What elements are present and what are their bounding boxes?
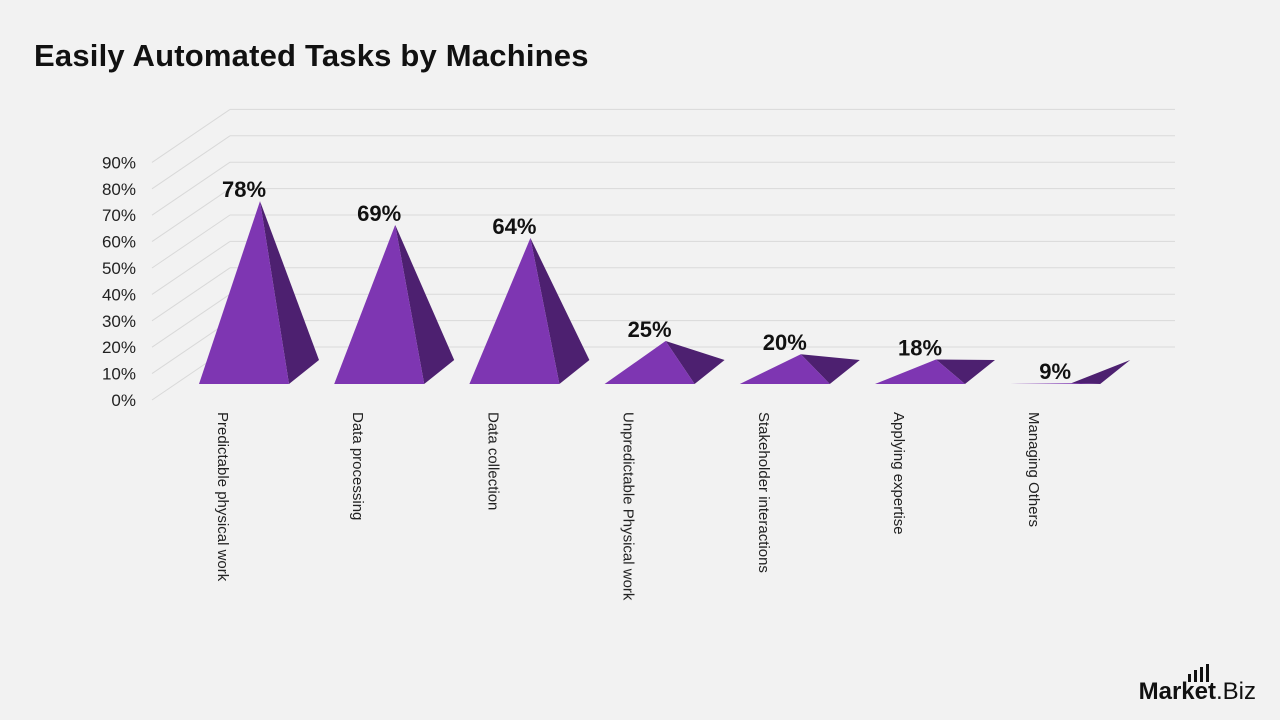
gridline-diagonal	[151, 161, 231, 216]
pyramid-side-face	[260, 201, 319, 384]
category-label: Predictable physical work	[214, 412, 231, 582]
data-label: 69%	[357, 201, 401, 226]
gridline-diagonal	[151, 240, 231, 295]
data-label: 78%	[222, 177, 266, 202]
y-tick-label: 10%	[102, 365, 136, 384]
pyramid-bar	[469, 238, 590, 384]
data-label: 20%	[763, 330, 807, 355]
gridline-diagonal	[151, 188, 231, 243]
data-label: 64%	[492, 214, 536, 239]
pyramid-front-face	[604, 341, 695, 384]
pyramid-side-face	[800, 354, 860, 384]
data-label: 9%	[1039, 359, 1071, 384]
marketbiz-logo: Market .Biz	[1138, 664, 1256, 706]
pyramid-side-face	[530, 238, 590, 384]
y-tick-label: 40%	[102, 285, 136, 304]
pyramid-bar	[1010, 360, 1131, 384]
y-tick-label: 30%	[102, 312, 136, 331]
pyramid-front-face	[739, 354, 830, 384]
category-label: Applying expertise	[890, 412, 907, 535]
data-label: 25%	[628, 317, 672, 342]
category-label: Stakeholder interactions	[755, 412, 772, 573]
gridline-diagonal	[151, 108, 231, 163]
pyramid-front-face	[469, 238, 560, 384]
category-label: Data collection	[484, 412, 501, 510]
gridline-diagonal	[151, 214, 231, 269]
pyramid-side-face	[1071, 360, 1131, 384]
category-label: Data processing	[349, 412, 366, 520]
y-tick-label: 60%	[102, 233, 136, 252]
gridline-diagonal	[151, 293, 231, 348]
y-tick-label: 80%	[102, 180, 136, 199]
category-label: Unpredictable Physical work	[620, 412, 637, 601]
y-tick-label: 0%	[111, 391, 136, 410]
pyramid-front-face	[199, 201, 289, 384]
pyramid-side-face	[665, 341, 725, 384]
pyramid-bar	[875, 359, 995, 384]
pyramid-bar	[739, 354, 860, 384]
pyramid-side-face	[936, 359, 995, 384]
logo-brand-text: Market	[1138, 678, 1216, 705]
y-tick-label: 90%	[102, 153, 136, 172]
pyramid-front-face	[334, 224, 425, 384]
chart-title: Easily Automated Tasks by Machines	[34, 38, 589, 73]
y-tick-label: 70%	[102, 206, 136, 225]
pyramid-bar	[199, 201, 319, 384]
gridline-diagonal	[151, 320, 231, 375]
pyramid-bar	[604, 341, 725, 384]
y-tick-label: 20%	[102, 338, 136, 357]
data-label: 18%	[898, 335, 942, 360]
pyramid-side-face	[395, 224, 455, 384]
gridline-diagonal	[151, 135, 231, 190]
category-label: Managing Others	[1025, 412, 1042, 527]
y-tick-label: 50%	[102, 259, 136, 278]
pyramid-front-face	[875, 359, 965, 384]
logo-suffix-text: .Biz	[1215, 678, 1256, 705]
gridline-diagonal	[151, 267, 231, 322]
pyramid-front-face	[1010, 383, 1101, 384]
pyramid-bar	[334, 224, 455, 384]
logo-bars-icon	[1188, 664, 1209, 682]
